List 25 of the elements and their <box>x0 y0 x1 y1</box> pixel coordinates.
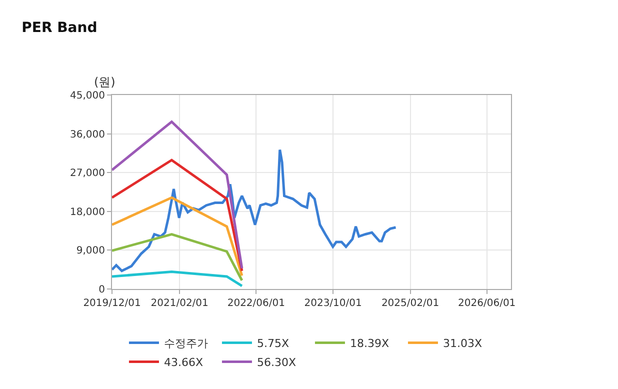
x-tick-label: 2025/02/01 <box>381 298 440 309</box>
legend-label: 56.30X <box>256 356 296 370</box>
legend-label: 43.66X <box>164 356 204 370</box>
line-series <box>112 158 244 272</box>
y-tick-label: 0 <box>98 284 105 296</box>
x-tick-label: 2019/12/01 <box>83 298 141 309</box>
x-tick-label: 2026/06/01 <box>458 298 516 309</box>
line-series <box>112 120 244 270</box>
chart-title: PER Band <box>22 20 98 36</box>
y-tick-label: 36,000 <box>70 129 105 140</box>
y-tick-label: 18,000 <box>70 206 105 218</box>
line-series <box>112 148 397 272</box>
x-tick-label: 2022/06/01 <box>227 298 285 309</box>
legend-label: 수정주가 <box>164 337 208 350</box>
y-axis-title: (원) <box>94 75 116 89</box>
legend-label: 18.39X <box>350 337 390 350</box>
y-tick-label: 9,000 <box>76 246 105 257</box>
line-series <box>112 233 244 282</box>
x-tick-label: 2023/10/01 <box>304 298 362 309</box>
y-tick-label: 27,000 <box>70 168 105 180</box>
x-tick-label: 2021/02/01 <box>150 298 208 309</box>
legend-label: 31.03X <box>442 337 482 350</box>
y-tick-label: 45,000 <box>70 90 105 102</box>
legend-label: 5.75X <box>256 337 290 350</box>
line-series <box>112 196 244 277</box>
